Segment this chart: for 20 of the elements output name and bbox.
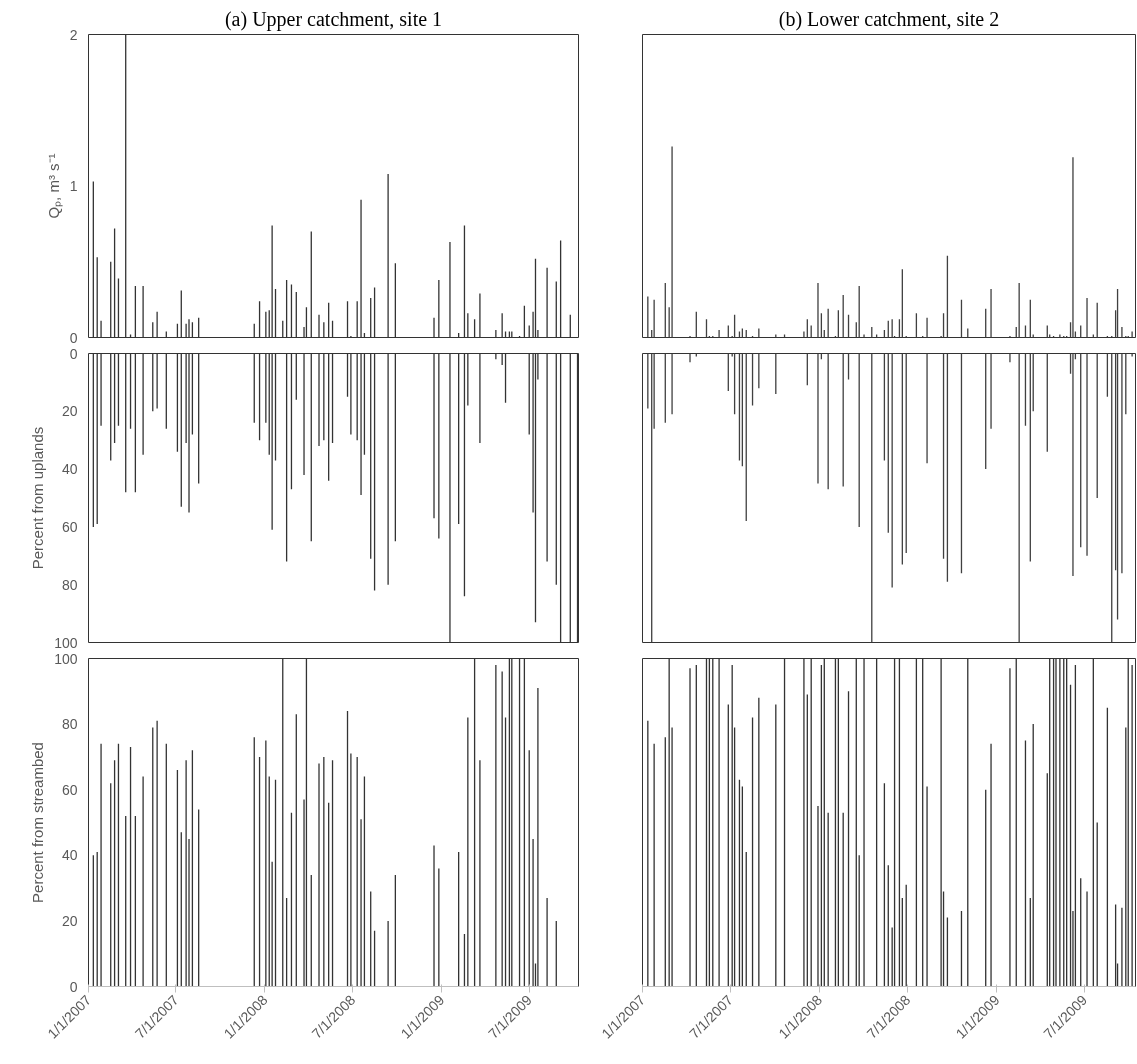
y-tick-label: 1: [69, 178, 78, 194]
y-tick-label: 60: [61, 781, 78, 798]
y-axis-title: Percent from uplands: [29, 426, 47, 570]
y-axis-title: Percent from streambed: [29, 742, 47, 903]
y-tick-label: 20: [61, 912, 78, 929]
y-tick-label: 2: [69, 26, 78, 43]
y-tick-label: 40: [61, 847, 78, 864]
y-tick-label: 80: [61, 576, 78, 593]
y-axis-title: Qₚ, m³ s⁻¹: [44, 153, 63, 219]
y-tick-label: 60: [61, 518, 78, 535]
y-tick-label: 100: [54, 634, 78, 651]
y-tick-label: 0: [69, 345, 78, 362]
y-tick-label: 40: [61, 461, 78, 478]
chart-title: (b) Lower catchment, site 2: [778, 7, 1000, 31]
y-tick-label: 0: [69, 978, 78, 995]
y-tick-label: 0: [69, 329, 78, 346]
y-tick-label: 100: [54, 650, 78, 667]
y-tick-label: 20: [61, 403, 78, 420]
chart-title: (a) Upper catchment, site 1: [224, 7, 443, 31]
y-tick-label: 80: [61, 716, 78, 733]
